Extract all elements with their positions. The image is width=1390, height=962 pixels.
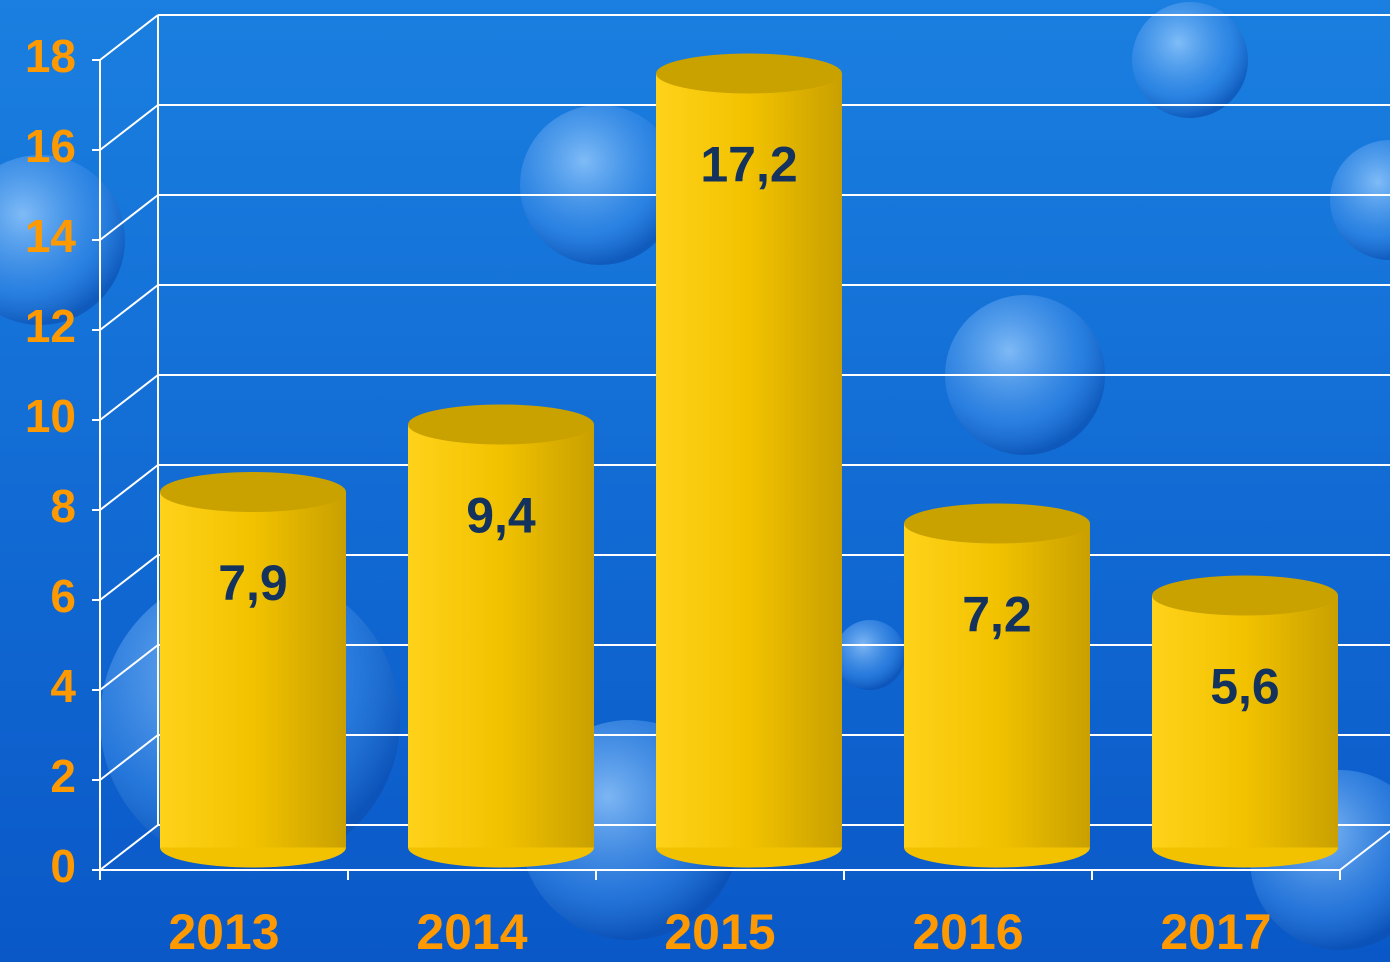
- grid-line-side: [99, 194, 159, 241]
- cylinder: [160, 472, 346, 868]
- y-tick-label: 18: [25, 30, 76, 82]
- value-label: 9,4: [466, 488, 536, 544]
- grid-line-side: [99, 644, 159, 691]
- cylinder-top: [656, 53, 842, 94]
- grid-line-side: [99, 104, 159, 151]
- cylinder-top: [904, 503, 1090, 544]
- value-label: 7,2: [962, 587, 1032, 643]
- y-tick-label: 2: [50, 750, 76, 802]
- value-label: 5,6: [1210, 659, 1280, 715]
- bar: [656, 73, 842, 848]
- y-tick-label: 10: [25, 390, 76, 442]
- grid-line-side: [99, 824, 159, 871]
- y-tick-label: 8: [50, 480, 76, 532]
- floor-edge: [1339, 829, 1390, 871]
- x-tick-label: 2017: [1160, 904, 1271, 960]
- x-tick-label: 2015: [664, 904, 775, 960]
- grid-line-side: [99, 374, 159, 421]
- bar: [1152, 595, 1338, 848]
- value-label: 7,9: [218, 555, 288, 611]
- cylinder: [656, 53, 842, 868]
- cylinder: [904, 503, 1090, 868]
- grid-line-side: [99, 14, 159, 61]
- cylinder-top: [160, 472, 346, 512]
- y-tick-label: 12: [25, 300, 76, 352]
- x-tick-label: 2014: [416, 904, 527, 960]
- grid-line-side: [99, 554, 159, 601]
- grid-line-side: [99, 464, 159, 511]
- grid-line-side: [99, 734, 159, 781]
- y-tick-label: 14: [25, 210, 77, 262]
- y-tick-label: 0: [50, 840, 76, 892]
- cylinder: [1152, 575, 1338, 868]
- x-tick-label: 2013: [168, 904, 279, 960]
- cylinder-top: [1152, 575, 1338, 616]
- bar: [904, 523, 1090, 848]
- y-tick-label: 16: [25, 120, 76, 172]
- y-tick-label: 4: [50, 660, 76, 712]
- grid-line-side: [99, 284, 159, 331]
- bar: [160, 492, 346, 848]
- y-tick-label: 6: [50, 570, 76, 622]
- value-label: 17,2: [700, 137, 797, 193]
- cylinder: [408, 404, 594, 868]
- cylinder-top: [408, 404, 594, 445]
- x-tick-label: 2016: [912, 904, 1023, 960]
- bar: [408, 424, 594, 848]
